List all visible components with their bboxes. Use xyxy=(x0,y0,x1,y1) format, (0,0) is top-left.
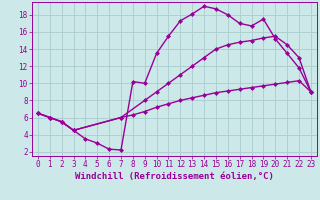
X-axis label: Windchill (Refroidissement éolien,°C): Windchill (Refroidissement éolien,°C) xyxy=(75,172,274,181)
